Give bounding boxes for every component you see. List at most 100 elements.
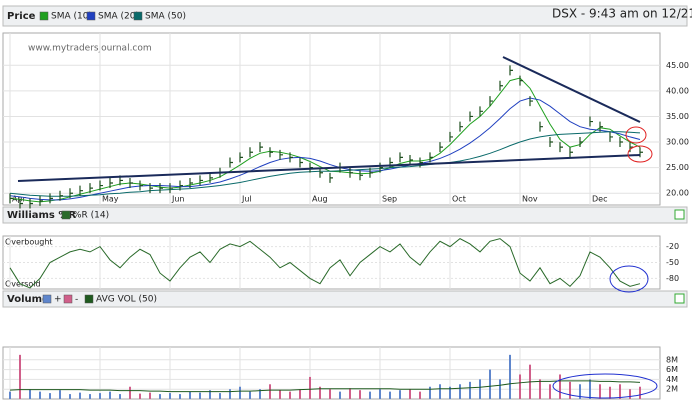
price-bar	[209, 172, 213, 183]
volume-bar	[369, 391, 371, 399]
volume-bar	[559, 374, 561, 399]
legend-label: SMA (20)	[98, 12, 139, 22]
volume-bar	[469, 381, 471, 399]
price-bar	[499, 80, 503, 91]
legend-swatch	[84, 294, 94, 304]
volume-bar	[269, 384, 271, 399]
volume-bar	[169, 393, 171, 399]
legend-label: +	[54, 295, 62, 305]
volume-bar	[539, 379, 541, 399]
y-tick-label: 40.00	[666, 86, 689, 95]
price-bar	[349, 167, 353, 178]
price-bar	[309, 162, 313, 173]
volume-bar	[339, 391, 341, 399]
volume-bar	[159, 394, 161, 399]
price-bar	[229, 157, 233, 168]
volume-bar	[589, 379, 591, 399]
volume-bar	[289, 391, 291, 399]
volume-bar	[459, 384, 461, 399]
volume-bar	[329, 389, 331, 399]
volume-bar	[119, 394, 121, 399]
close-icon[interactable]	[674, 209, 685, 220]
volume-bar	[359, 390, 361, 399]
y-tick-label: 2M	[666, 385, 678, 394]
y-tick-label: 4M	[666, 375, 678, 384]
volume-bar	[99, 393, 101, 399]
trend-line	[502, 56, 641, 123]
price-bar	[99, 180, 103, 191]
volume-bar	[69, 394, 71, 399]
volume-bar	[509, 354, 511, 399]
y-tick-label: 30.00	[666, 138, 689, 147]
volume-bar	[609, 386, 611, 399]
price-bar	[509, 65, 513, 76]
price-bar	[489, 96, 493, 107]
close-icon[interactable]	[674, 293, 685, 304]
volume-bar	[569, 381, 571, 399]
trend-line	[17, 154, 641, 182]
volume-bar	[479, 379, 481, 399]
price-bar	[189, 177, 193, 188]
price-bar	[549, 137, 553, 148]
price-bar	[9, 193, 13, 204]
volume-bar	[19, 354, 21, 399]
price-bar	[559, 142, 563, 153]
y-tick-label: -20	[666, 242, 679, 251]
price-header	[2, 5, 688, 27]
price-bar	[249, 147, 253, 158]
price-bar	[409, 154, 413, 165]
legend-swatch	[133, 11, 143, 21]
legend-label: %R (14)	[73, 211, 109, 221]
x-tick-label: Sep	[382, 195, 397, 204]
volume-bar	[149, 392, 151, 399]
volume-bar	[139, 393, 141, 399]
y-tick-label: 8M	[666, 355, 678, 364]
y-tick-label: 20.00	[666, 189, 689, 198]
x-tick-label: Nov	[522, 195, 538, 204]
price-bar	[429, 152, 433, 163]
price-bar	[319, 167, 323, 178]
x-tick-label: Oct	[452, 195, 466, 204]
price-bar	[59, 190, 63, 201]
price-bar	[149, 183, 153, 194]
williams-header	[2, 206, 688, 224]
annotation-circle	[625, 126, 647, 144]
volume-bar	[259, 389, 261, 399]
annotation-circle	[609, 265, 649, 293]
volume-bar	[619, 384, 621, 399]
volume-bar	[639, 386, 641, 399]
legend-label: -	[75, 295, 78, 305]
y-tick-label: 35.00	[666, 112, 689, 121]
annotation-circle	[627, 145, 653, 163]
legend-label: SMA (10)	[51, 12, 92, 22]
price-bar	[399, 152, 403, 163]
volume-bar	[219, 393, 221, 399]
price-bar	[379, 162, 383, 173]
volume-bar	[389, 391, 391, 399]
volume-bar	[409, 389, 411, 399]
panel-label: Williams %R	[7, 210, 76, 221]
volume-bar	[429, 386, 431, 399]
volume-bar	[599, 384, 601, 399]
legend-swatch	[42, 294, 52, 304]
oversold-label: Oversold	[5, 280, 41, 289]
price-bar	[539, 121, 543, 132]
volume-bar	[309, 376, 311, 399]
panel-label: Price	[7, 11, 36, 22]
volume-bar	[79, 392, 81, 399]
price-bar	[299, 157, 303, 168]
volume-plot	[2, 346, 661, 400]
watermark: www.mytradersjournal.com	[28, 44, 152, 54]
volume-bar	[629, 389, 631, 399]
volume-bar	[349, 388, 351, 399]
y-tick-label: 45.00	[666, 61, 689, 70]
price-bar	[359, 170, 363, 181]
volume-bar	[89, 394, 91, 399]
legend-label: AVG VOL (50)	[96, 295, 157, 305]
volume-bar	[189, 391, 191, 399]
price-bar	[79, 185, 83, 196]
volume-bar	[109, 391, 111, 399]
price-bar	[579, 137, 583, 148]
price-bar	[469, 111, 473, 122]
